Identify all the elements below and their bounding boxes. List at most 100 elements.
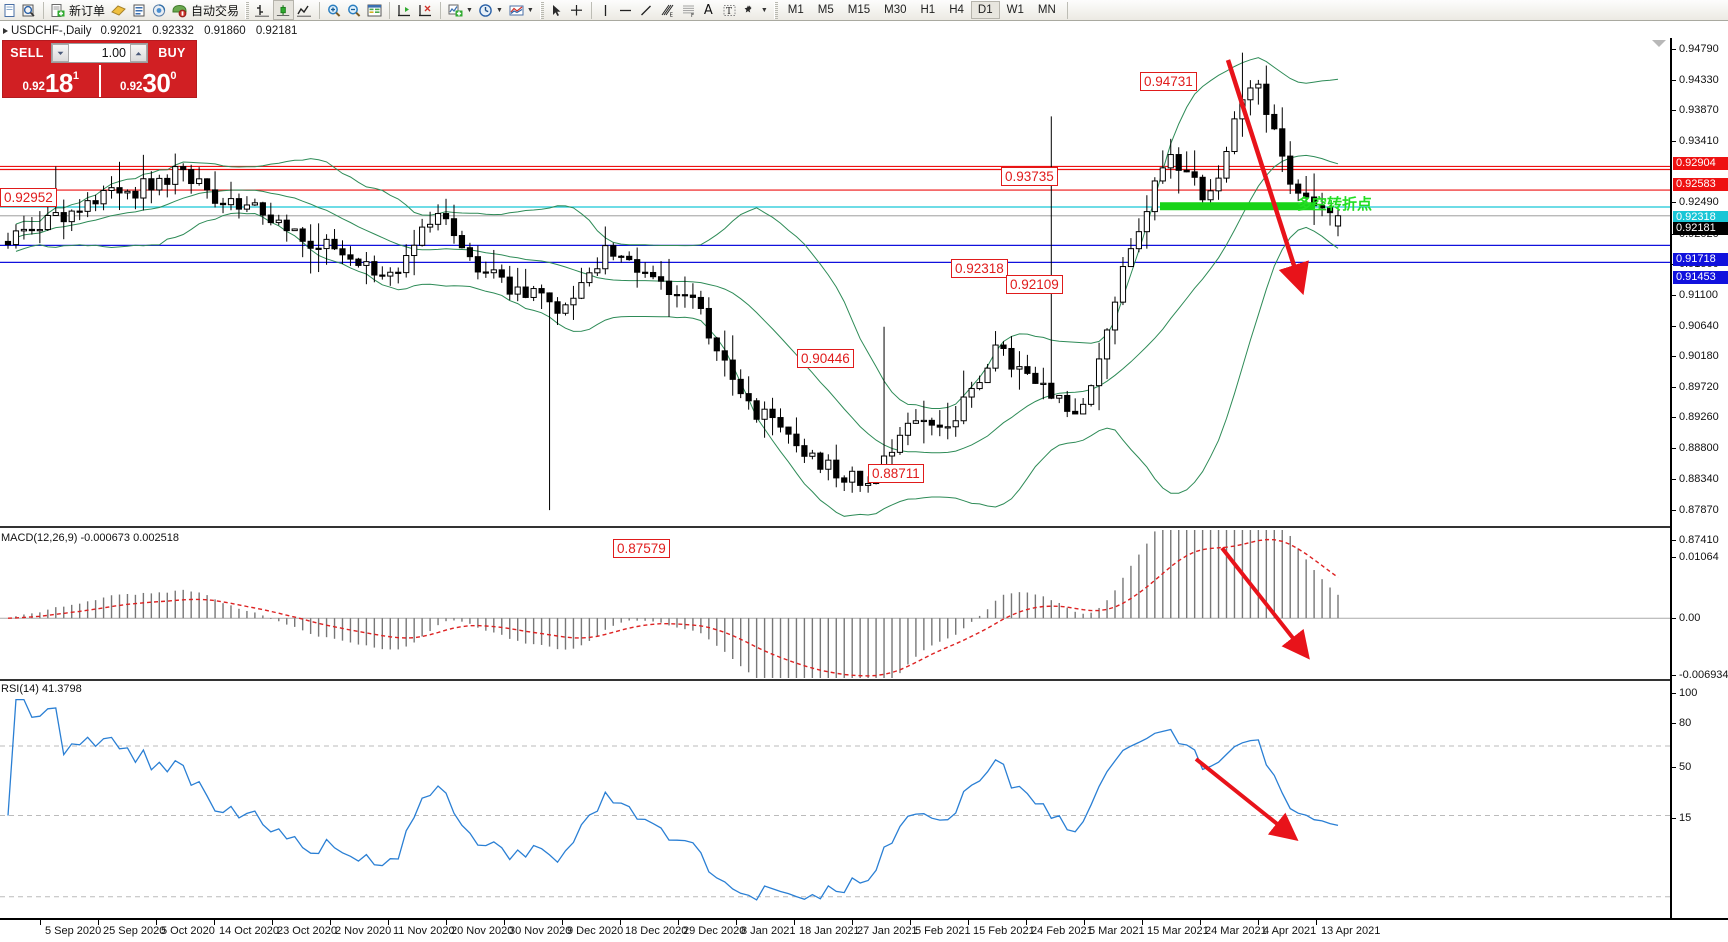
macd-plot — [0, 530, 1670, 678]
expert-advisors-icon[interactable] — [108, 0, 129, 20]
auto-trading-label[interactable]: 自动交易 — [191, 3, 240, 18]
new-order-label[interactable]: 新订单 — [69, 3, 106, 18]
auto-scroll-icon[interactable] — [415, 0, 436, 20]
shapes-chevron-down-icon[interactable]: ▼ — [760, 6, 768, 14]
timeframe-d1[interactable]: D1 — [970, 1, 1000, 19]
navigator-icon[interactable] — [149, 0, 169, 20]
timeframe-mn[interactable]: MN — [1037, 4, 1056, 16]
zoom-in-icon[interactable] — [324, 0, 344, 20]
chart-scroll-indicator-icon[interactable] — [1652, 40, 1666, 47]
price-plot — [0, 52, 1670, 517]
toolbar-grip[interactable] — [245, 1, 250, 19]
svg-text:E: E — [669, 12, 673, 17]
chart-price-label[interactable]: 0.92952 — [0, 188, 57, 207]
price-axis-badge[interactable]: 0.92904 — [1673, 157, 1728, 170]
auto-trading-icon[interactable] — [169, 0, 190, 20]
crosshair-icon[interactable] — [566, 0, 587, 20]
data-grid-icon[interactable] — [364, 0, 385, 20]
buy-button[interactable]: BUY — [158, 46, 186, 60]
equidistant-channel-icon[interactable]: E — [656, 0, 678, 20]
price-axis-tick: 0.89260 — [1672, 412, 1719, 423]
symbol-name: USDCHF-,Daily — [11, 25, 92, 37]
bid-prefix: 0.92 — [22, 81, 45, 93]
sell-button[interactable]: SELL — [10, 46, 44, 60]
add-indicator-icon[interactable] — [445, 0, 466, 20]
toolbar-divider-2 — [319, 1, 321, 19]
chart-price-label[interactable]: 0.94731 — [1140, 72, 1197, 91]
text-icon[interactable]: A — [703, 2, 713, 18]
templates-chevron-down-icon[interactable]: ▼ — [526, 6, 534, 14]
macd-pane[interactable] — [0, 530, 1670, 678]
ohlc-high: 0.92332 — [152, 25, 194, 37]
volume-stepper[interactable]: 1.00 — [51, 43, 148, 63]
timeframe-h4[interactable]: H4 — [949, 4, 964, 16]
period-icon[interactable] — [476, 0, 496, 20]
chart-price-label[interactable]: 0.92109 — [1006, 275, 1063, 294]
toolbar-grip-3[interactable] — [773, 1, 778, 19]
vertical-line-icon[interactable] — [596, 0, 615, 20]
timeframe-group: M1 M5 M15 M30 H1 H4 D1 W1 MN — [781, 0, 1063, 21]
price-axis-badge[interactable]: 0.92181 — [1673, 222, 1728, 235]
price-axis-tick: -0.006934 — [1672, 670, 1728, 681]
timeframe-m1[interactable]: M1 — [787, 4, 804, 16]
rsi-plot — [0, 698, 1670, 901]
price-axis-badge[interactable]: 0.92318 — [1673, 211, 1728, 224]
time-axis-tick: 5 Feb 2021 — [910, 918, 971, 937]
chart-price-label[interactable]: 0.88711 — [868, 464, 924, 483]
data-window-icon[interactable] — [129, 0, 149, 20]
cursor-icon[interactable] — [547, 0, 566, 20]
period-chevron-down-icon[interactable]: ▼ — [495, 6, 503, 14]
price-axis-tick: 0.88800 — [1672, 443, 1719, 454]
new-order-icon[interactable] — [48, 0, 68, 20]
add-indicator-chevron-down-icon[interactable]: ▼ — [466, 6, 473, 14]
price-axis-badge[interactable]: 0.91718 — [1673, 253, 1728, 266]
svg-text:T: T — [726, 7, 732, 17]
timeframe-w1[interactable]: W1 — [1006, 4, 1024, 16]
price-axis-tick: 0.91100 — [1672, 290, 1718, 301]
rsi-pane[interactable] — [0, 681, 1670, 913]
price-axis-badge[interactable]: 0.92583 — [1673, 178, 1728, 191]
bid-price[interactable]: 0.92 18 1 — [3, 65, 99, 97]
pane-separator-2 — [0, 679, 1670, 681]
toolbar-divider-6 — [1066, 1, 1068, 19]
toolbar-grip-2[interactable] — [539, 1, 544, 19]
fibonacci-icon[interactable]: F — [678, 0, 700, 20]
timeframe-m5[interactable]: M5 — [817, 4, 834, 16]
zoom-out-icon[interactable] — [344, 0, 364, 20]
price-axis-tick: 0.94790 — [1672, 44, 1719, 55]
horizontal-line-icon[interactable] — [615, 0, 636, 20]
time-axis[interactable]: 5 Sep 2020 25 Sep 2020 5 Oct 2020 14 Oct 20… — [0, 918, 1728, 942]
chart-area[interactable]: MACD(12,26,9) -0.000673 0.002518 RSI(14)… — [0, 38, 1728, 918]
shapes-icon[interactable] — [740, 0, 761, 20]
toolbar-divider-3 — [389, 1, 391, 19]
symbol-header: USDCHF-,Daily 0.92021 0.92332 0.91860 0.… — [0, 24, 304, 38]
chart-price-label[interactable]: 0.93735 — [1001, 167, 1058, 186]
time-axis-tick: 30 Nov 2020 — [503, 918, 572, 937]
ask-price[interactable]: 0.92 30 0 — [98, 65, 197, 97]
bar-chart-icon[interactable] — [252, 0, 273, 20]
svg-text:F: F — [691, 13, 694, 18]
chart-shift-icon[interactable] — [394, 0, 415, 20]
macd-title: MACD(12,26,9) -0.000673 0.002518 — [1, 532, 179, 544]
timeframe-m15[interactable]: M15 — [847, 4, 871, 16]
new-chart-icon[interactable] — [0, 0, 19, 20]
price-axis-badge[interactable]: 0.91453 — [1673, 271, 1728, 284]
volume-decrement-button[interactable] — [52, 44, 69, 62]
text-label-icon[interactable]: T — [719, 0, 740, 20]
chart-price-label[interactable]: 0.92318 — [951, 259, 1008, 278]
line-chart-icon[interactable] — [294, 0, 315, 20]
timeframe-m30[interactable]: M30 — [884, 4, 907, 16]
candlestick-chart-icon[interactable] — [273, 0, 295, 20]
templates-icon[interactable] — [506, 0, 527, 20]
time-axis-tick: 11 Nov 2020 — [388, 918, 455, 937]
chart-price-label[interactable]: 0.87579 — [613, 539, 670, 558]
market-watch-icon[interactable] — [19, 0, 39, 20]
price-axis[interactable]: 0.947900.943300.938700.934100.924900.920… — [1670, 38, 1728, 918]
price-pane[interactable] — [0, 38, 1670, 528]
timeframe-h1[interactable]: H1 — [920, 4, 936, 16]
price-axis-tick: 0.89720 — [1672, 382, 1719, 393]
volume-increment-button[interactable] — [130, 44, 147, 62]
chart-price-label[interactable]: 0.90446 — [797, 349, 854, 368]
volume-value[interactable]: 1.00 — [101, 46, 126, 60]
trendline-icon[interactable] — [636, 0, 656, 20]
